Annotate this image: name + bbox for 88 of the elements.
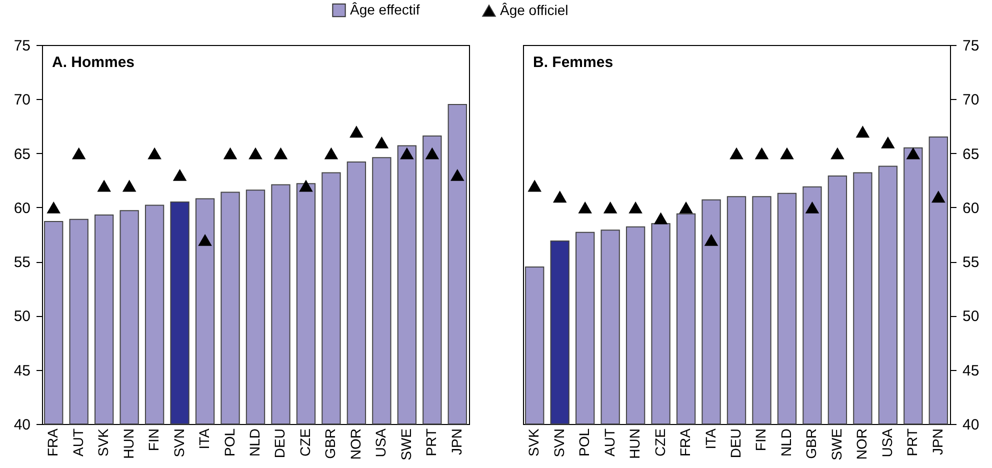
y-tick-label: 70 [14,92,30,109]
y-tick-label: 60 [14,200,30,217]
x-tick-label: SVK [526,428,542,457]
y-tick-label: 65 [14,146,30,163]
y2-tick-label: 60 [962,200,980,217]
x-tick-label: DEU [272,428,288,458]
point [425,147,440,160]
x-tick-label: DEU [728,428,744,458]
y-tick-label: 45 [14,362,30,380]
x-tick-label: FRA [44,428,61,456]
point [856,126,870,138]
point [906,147,920,160]
x-tick-label: GBR [803,428,820,459]
x-tick-label: NOR [347,428,364,460]
x-tick-label: SWE [828,428,844,460]
point [172,168,187,181]
legend-label: Âge effectif [350,1,420,18]
y2-tick-label: 70 [962,92,980,109]
point [578,201,592,214]
point [932,190,946,203]
point [223,147,238,160]
point [450,168,464,181]
point [148,147,162,160]
x-tick-label: NLD [778,428,794,457]
x-tick-label: USA [878,428,895,458]
x-tick-label: ITA [702,428,718,450]
point [400,147,414,160]
y-tick-label: 40 [14,416,30,434]
point [46,201,60,214]
x-tick-label: NOR [854,428,870,460]
legend-label: Âge officiel [500,2,568,18]
x-tick-label: PRT [423,428,440,456]
y2-tick-label: 65 [962,146,980,163]
x-tick-label: AUT [601,428,618,456]
point [274,147,288,160]
x-tick-label: NLD [246,428,262,457]
point [805,201,820,214]
y2-tick-label: 45 [962,362,980,380]
point [350,126,364,138]
y2-tick-label: 75 [962,38,980,54]
x-tick-label: PRT [904,428,920,456]
y-tick-label: 55 [14,254,30,272]
point [628,201,642,214]
point [374,136,389,148]
point [654,212,668,224]
point [324,147,338,160]
point [679,201,693,214]
x-tick-label: FIN [752,428,769,452]
x-tick-label: GBR [322,428,338,459]
point [730,147,744,160]
x-tick-label: HUN [120,428,136,459]
point [552,190,567,203]
x-tick-label: JPN [448,428,464,455]
point [72,147,86,160]
point [198,234,212,246]
point [603,201,618,214]
x-tick-label: FIN [146,428,162,452]
point [122,180,136,192]
x-tick-label: HUN [626,428,643,459]
x-tick-label: SVN [170,428,187,458]
x-tick-label: CZE [652,428,668,456]
y2-tick-label: 50 [962,308,980,326]
point [97,180,111,192]
x-tick-label: AUT [70,428,86,456]
y-tick-label: 75 [14,38,30,54]
point [248,147,262,160]
x-tick-label: POL [576,428,592,457]
point [780,147,794,160]
x-tick-label: FRA [677,428,694,456]
point [528,180,542,192]
y2-tick-label: 55 [962,254,980,272]
x-tick-label: JPN [929,428,946,455]
x-tick-label: USA [372,428,389,458]
text: B. Femmes [533,54,614,71]
x-tick-label: SWE [398,428,414,460]
text: A. Hommes [52,54,135,71]
y2-tick-label: 40 [962,416,980,434]
x-tick-label: POL [221,428,238,457]
point [881,136,895,148]
point [704,234,718,246]
point [299,180,313,192]
y-tick-label: 50 [14,308,30,326]
x-tick-label: CZE [296,428,313,456]
x-tick-label: SVN [550,428,567,458]
point [754,147,769,160]
point [830,147,844,160]
x-tick-label: ITA [196,428,212,450]
x-tick-label: SVK [95,428,112,457]
